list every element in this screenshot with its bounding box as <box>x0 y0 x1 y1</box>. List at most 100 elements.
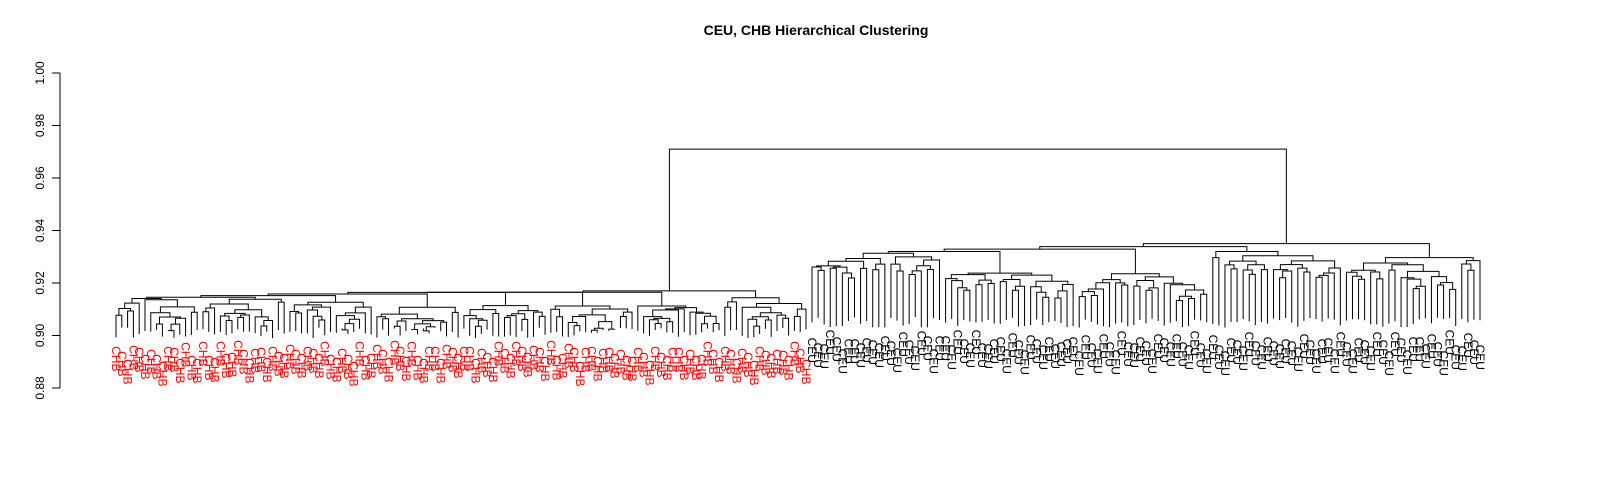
leaf-label-ceu: CEU <box>1376 340 1390 365</box>
leaf-label-chb: CHB <box>555 353 569 378</box>
dendrogram-link <box>1188 298 1196 327</box>
dendrogram-link <box>556 316 563 337</box>
dendrogram-link <box>224 312 246 316</box>
dendrogram-link <box>1062 283 1074 326</box>
leaf-label-ceu: CEU <box>1024 335 1038 360</box>
leaf-label-chb: CHB <box>538 356 552 381</box>
leaf-label-ceu: CEU <box>1315 339 1329 364</box>
dendrogram-link <box>847 277 856 322</box>
leaf-label-ceu: CEU <box>1358 340 1372 365</box>
dendrogram-link <box>598 321 613 330</box>
leaf-label-chb: CHB <box>474 348 488 373</box>
dendrogram-link <box>344 312 366 334</box>
leaf-label-ceu: CEU <box>1109 350 1123 375</box>
leaf-label-chb: CHB <box>497 348 511 373</box>
leaf-label-chb: CHB <box>306 348 320 373</box>
dendrogram-link <box>174 317 187 337</box>
leaf-label-ceu: CEU <box>969 330 983 355</box>
leaf-label-chb: CHB <box>770 349 784 374</box>
dendrogram-link <box>747 318 758 338</box>
leaf-label-chb: CHB <box>613 349 627 374</box>
leaf-label-ceu: CEU <box>933 336 947 361</box>
dendrogram-link <box>943 248 1136 274</box>
dendrogram-link <box>469 318 484 336</box>
leaf-label-ceu: CEU <box>926 349 940 374</box>
dendrogram-link <box>263 319 274 339</box>
dendrogram-link <box>776 314 787 332</box>
dendrogram-leaf-labels: CHBCHBCHBCHBCHBCHBCHBCHBCHBCHBCHBCHBCHBC… <box>109 330 1487 387</box>
dendrogram-link <box>1224 264 1235 328</box>
dendrogram-link <box>190 311 198 335</box>
leaf-label-chb: CHB <box>242 358 256 383</box>
leaf-label-chb: CHB <box>492 341 506 366</box>
leaf-label-ceu: CEU <box>1163 342 1177 367</box>
dendrogram-link <box>704 315 717 324</box>
leaf-label-chb: CHB <box>370 344 384 369</box>
dendrogram-link <box>440 321 448 337</box>
leaf-label-chb: CHB <box>254 347 268 372</box>
leaf-label-ceu: CEU <box>1260 337 1274 362</box>
dendrogram-link <box>517 310 539 314</box>
dendrogram-link <box>829 267 837 327</box>
dendrogram-link <box>756 303 803 310</box>
leaf-label-chb: CHB <box>753 346 767 371</box>
leaf-label-ceu: CEU <box>1394 338 1408 363</box>
leaf-label-chb: CHB <box>451 353 465 378</box>
leaf-label-ceu: CEU <box>1194 343 1208 368</box>
dendrogram-link <box>1370 271 1381 325</box>
leaf-label-chb: CHB <box>347 361 361 386</box>
leaf-label-ceu: CEU <box>1230 340 1244 365</box>
dendrogram-link <box>159 306 195 313</box>
leaf-label-chb: CHB <box>167 347 181 372</box>
leaf-label-chb: CHB <box>109 346 123 371</box>
leaf-label-chb: CHB <box>121 359 135 384</box>
dendrogram-link <box>170 323 181 335</box>
dendrogram-link <box>926 269 934 328</box>
leaf-label-ceu: CEU <box>1139 341 1153 366</box>
leaf-label-chb: CHB <box>561 343 575 368</box>
leaf-label-chb: CHB <box>126 345 140 370</box>
dendrogram-link <box>167 330 175 338</box>
leaf-label-ceu: CEU <box>884 341 898 366</box>
leaf-label-chb: CHB <box>793 348 807 373</box>
dendrogram-link <box>511 313 526 320</box>
leaf-label-ceu: CEU <box>1133 337 1147 362</box>
dendrogram-link <box>1358 278 1366 321</box>
dendrogram-link <box>348 318 361 329</box>
dendrogram-link <box>1351 275 1363 320</box>
dendrogram-link <box>712 322 720 333</box>
dendrogram-link <box>701 323 708 333</box>
leaf-label-chb: CHB <box>260 357 274 382</box>
leaf-label-ceu: CEU <box>1291 347 1305 372</box>
leaf-label-chb: CHB <box>654 352 668 377</box>
leaf-label-chb: CHB <box>776 350 790 375</box>
dendrogram-link <box>202 311 210 332</box>
leaf-label-chb: CHB <box>318 341 332 366</box>
dendrogram-link <box>957 287 968 326</box>
leaf-label-ceu: CEU <box>1473 345 1487 370</box>
y-axis-ticks: 0.88 0.90 0.92 0.94 0.96 0.98 1.00 <box>33 61 60 400</box>
dendrogram-link <box>318 319 326 336</box>
dendrogram-link <box>731 297 780 304</box>
dendrogram-link <box>127 310 134 338</box>
dendrogram-link <box>344 323 355 332</box>
dendrogram-link <box>289 311 300 332</box>
leaf-label-chb: CHB <box>631 347 645 372</box>
leaf-label-chb: CHB <box>364 353 378 378</box>
leaf-label-ceu: CEU <box>811 343 825 368</box>
dendrogram-link <box>295 312 303 334</box>
dendrogram-link <box>477 319 488 330</box>
leaf-label-ceu: CEU <box>841 339 855 364</box>
leaf-label-ceu: CEU <box>860 338 874 363</box>
dendrogram-link <box>911 270 922 328</box>
y-tick-label: 0.96 <box>33 166 47 190</box>
dendrogram-link <box>1415 285 1426 319</box>
leaf-label-ceu: CEU <box>1011 340 1025 365</box>
dendrogram-link <box>1318 274 1329 319</box>
dendrogram-link <box>347 291 506 306</box>
leaf-label-chb: CHB <box>642 360 656 385</box>
leaf-label-chb: CHB <box>295 353 309 378</box>
dendrogram-link <box>205 307 216 335</box>
dendrogram-link <box>451 311 459 338</box>
